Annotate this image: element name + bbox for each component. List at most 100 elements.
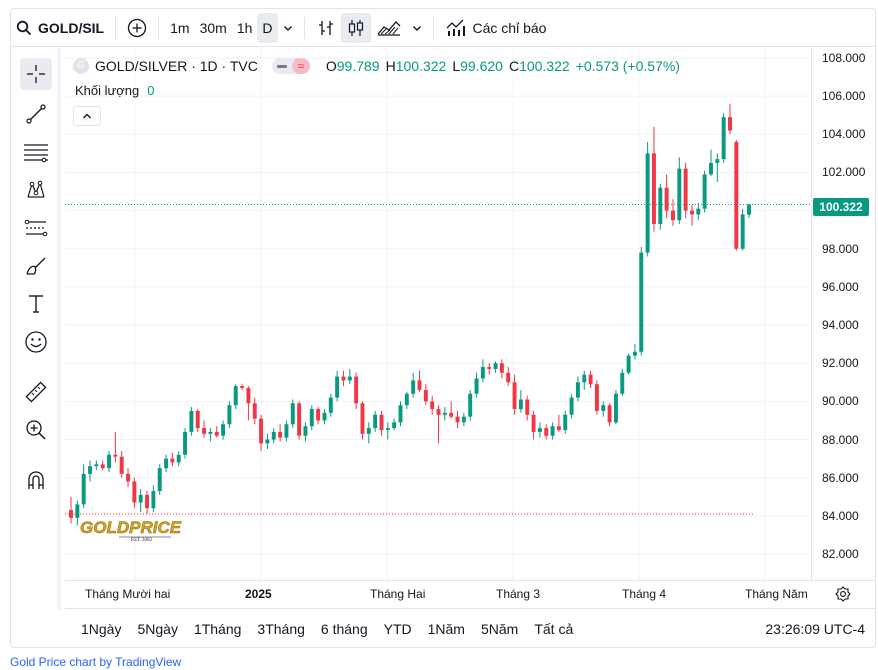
range-1d[interactable]: 1Ngày: [81, 620, 122, 637]
volume-legend: Khối lượng 0: [75, 83, 154, 98]
interval-dropdown[interactable]: [278, 13, 298, 43]
smiley-icon: [25, 331, 47, 353]
magnet-tool[interactable]: [20, 464, 52, 496]
candles-group: [69, 103, 751, 526]
candle-body: [639, 252, 644, 352]
trend-line-tool[interactable]: [20, 98, 52, 130]
candle-body: [145, 494, 150, 509]
range-6m[interactable]: 6 tháng: [320, 620, 368, 637]
trend-line-icon: [26, 104, 46, 124]
crosshair-tool[interactable]: [20, 58, 52, 90]
candle-body: [651, 153, 656, 224]
candle-body: [683, 168, 688, 211]
price-label: 84.000: [822, 508, 859, 523]
bar-chart-type-button[interactable]: [311, 13, 341, 43]
horizontal-lines-tool[interactable]: [20, 136, 52, 168]
low-label: L: [452, 58, 461, 74]
symbol-search[interactable]: GOLD/SIL: [11, 13, 109, 43]
interval-1h[interactable]: 1h: [236, 19, 253, 36]
candle-body: [88, 466, 92, 474]
interval-30m[interactable]: 30m: [199, 19, 227, 36]
emoji-tool[interactable]: [20, 326, 52, 358]
price-axis[interactable]: 108.000106.000104.000102.000100.00098.00…: [811, 48, 875, 580]
legend-title[interactable]: GOLD/SILVER · 1D · TVC: [95, 58, 258, 74]
candle-body: [747, 204, 751, 215]
indicators-icon: [446, 19, 465, 36]
range-5d[interactable]: 5Ngày: [137, 620, 178, 637]
collapse-legend-button[interactable]: [73, 106, 101, 126]
range-5y[interactable]: 5Năm: [480, 620, 519, 637]
price-label: 98.000: [822, 241, 859, 256]
candle-body: [398, 405, 403, 423]
candle-body: [119, 456, 124, 474]
brush-tool[interactable]: [20, 250, 52, 282]
candle-body: [715, 159, 720, 163]
candle-body: [227, 405, 232, 425]
time-label: Tháng Mười hai: [85, 587, 171, 601]
candles-chart-type-button[interactable]: [340, 12, 371, 43]
candle-body: [461, 416, 466, 423]
low-value: 99.620: [460, 58, 503, 74]
watermark-sub: EST. 2002: [131, 538, 153, 542]
interval-1m[interactable]: 1m: [170, 19, 190, 36]
range-all[interactable]: Tất cả: [534, 620, 574, 637]
clock[interactable]: 23:26:09 UTC-4: [765, 620, 865, 637]
crosshair-icon: [27, 65, 45, 83]
settings-button[interactable]: [835, 586, 851, 607]
pattern-tool[interactable]: [20, 174, 52, 206]
candle-body: [632, 351, 637, 356]
candle-body: [430, 401, 435, 410]
candle-body: [284, 424, 289, 438]
candle-body: [575, 382, 580, 398]
indicators-button[interactable]: Các chỉ báo: [440, 13, 552, 43]
price-label: 86.000: [822, 470, 859, 485]
price-label: 106.000: [822, 89, 866, 104]
candle-body: [690, 210, 694, 215]
candle-body: [626, 355, 631, 373]
candle-body: [322, 412, 327, 421]
range-3m[interactable]: 3Tháng: [257, 620, 305, 637]
candle-body: [94, 464, 99, 467]
close-label: C: [508, 58, 520, 74]
candlestick-chart[interactable]: [65, 48, 811, 580]
time-axis[interactable]: Tháng Mười hai 2025 Tháng Hai Tháng 3 Th…: [65, 580, 875, 608]
candle-body: [436, 409, 441, 415]
candle-body: [126, 473, 130, 482]
candle-body: [537, 428, 542, 432]
candle-body: [233, 386, 238, 406]
price-label: 104.000: [822, 127, 866, 142]
candle-body: [620, 372, 625, 394]
symbol-logo: G: [73, 58, 89, 74]
range-1y[interactable]: 1Năm: [427, 620, 465, 637]
chart-type-dropdown[interactable]: [407, 13, 427, 43]
candle-body: [335, 376, 340, 398]
measure-tool[interactable]: [20, 376, 52, 408]
range-ytd[interactable]: YTD: [383, 620, 412, 637]
candle-body: [113, 454, 118, 457]
price-label: 96.000: [822, 279, 859, 294]
candle-body: [487, 367, 492, 369]
area-chart-type-button[interactable]: [371, 13, 407, 43]
high-value: 100.322: [395, 58, 447, 74]
candle-body: [721, 117, 726, 160]
minus-icon: [276, 64, 287, 68]
interval-1d[interactable]: D: [257, 12, 278, 43]
candle-body: [480, 367, 485, 379]
last-price-label: 100.322: [813, 198, 869, 216]
range-1m[interactable]: 1Tháng: [193, 620, 242, 637]
candle-body: [107, 454, 111, 469]
legend-toggle[interactable]: ≈: [271, 58, 310, 74]
compare-button[interactable]: [122, 13, 152, 43]
candle-body: [506, 372, 511, 383]
candle-body: [303, 426, 308, 436]
text-tool[interactable]: [20, 288, 52, 320]
chart-pane[interactable]: [65, 48, 811, 580]
forecast-tool[interactable]: [20, 212, 52, 244]
candle-body: [164, 458, 169, 469]
candle-body: [290, 403, 295, 425]
tradingview-credit[interactable]: Gold Price chart by TradingView: [10, 655, 182, 669]
price-label: 92.000: [822, 356, 859, 371]
zoom-tool[interactable]: [20, 414, 52, 446]
candle-body: [613, 393, 618, 423]
candle-body: [582, 374, 587, 383]
